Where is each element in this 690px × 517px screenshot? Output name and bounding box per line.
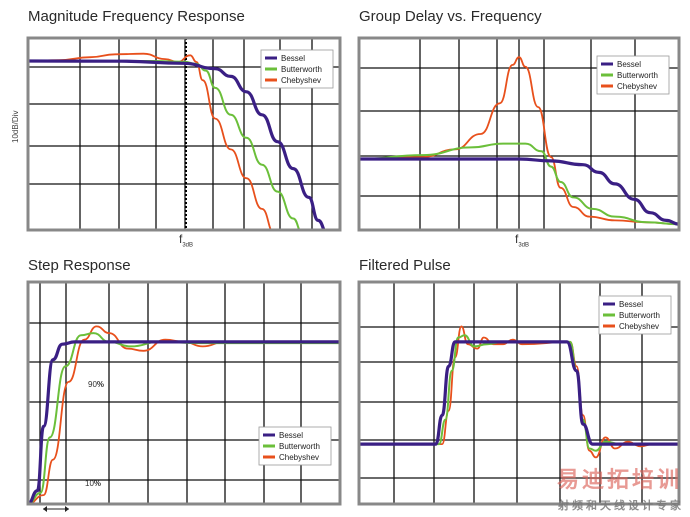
- series-butterworth-line: [359, 142, 679, 226]
- legend-label-chebyshev: Chebyshev: [281, 76, 321, 85]
- series-butterworth-line: [28, 60, 301, 230]
- plot-frame: [357, 36, 681, 232]
- f3db-sub: 3dB: [518, 242, 530, 249]
- series-bessel-line: [359, 157, 679, 226]
- watermark-logo-text: 易迪拓培训: [556, 467, 682, 492]
- plot-area: [28, 38, 340, 230]
- f3db-sub: 3dB: [182, 242, 194, 249]
- plot-frame: [26, 280, 342, 506]
- legend-label-butterworth: Butterworth: [617, 71, 658, 80]
- step-chart: Bessel Butterworth Chebyshev: [26, 280, 342, 506]
- legend-label-bessel: Bessel: [617, 60, 641, 69]
- group-delay-chart: Bessel Butterworth Chebyshev: [357, 36, 681, 232]
- f3db-label-magnitude: f3dB: [179, 232, 193, 248]
- series-group: [28, 52, 326, 230]
- legend-label-butterworth: Butterworth: [619, 311, 660, 320]
- y-axis-label: 10dB/Div: [11, 110, 20, 143]
- plot-area: [28, 282, 340, 504]
- group-delay-title: Group Delay vs. Frequency: [359, 8, 542, 25]
- level-90-value: 90: [88, 380, 97, 389]
- f3db-main: f: [515, 232, 519, 246]
- series-chebyshev-line: [28, 325, 340, 504]
- series-bessel-line: [28, 59, 326, 230]
- series-butterworth-line: [28, 332, 340, 504]
- f3db-main: f: [179, 232, 183, 246]
- series-chebyshev-line: [28, 52, 272, 230]
- f3db-label-group-delay: f3dB: [515, 232, 529, 248]
- percent-sign: %: [93, 479, 102, 488]
- legend-label-chebyshev: Chebyshev: [617, 82, 657, 91]
- legend-label-bessel: Bessel: [619, 300, 643, 309]
- legend-label-butterworth: Butterworth: [281, 65, 322, 74]
- legend: Bessel Butterworth Chebyshev: [598, 295, 672, 335]
- legend-box: [596, 55, 670, 95]
- series-bessel-line: [28, 340, 340, 504]
- series-group: [28, 325, 340, 504]
- level-10-label: 10%: [85, 479, 101, 488]
- series-bessel-line: [359, 340, 679, 446]
- series-group: [359, 56, 679, 226]
- level-10-value: 10: [85, 479, 94, 488]
- legend-label-butterworth: Butterworth: [279, 442, 320, 451]
- legend: Bessel Butterworth Chebyshev: [258, 426, 332, 466]
- legend-label-chebyshev: Chebyshev: [619, 322, 659, 331]
- step-title: Step Response: [28, 257, 131, 274]
- series-butterworth-line: [359, 334, 679, 452]
- plot-frame: [357, 280, 681, 506]
- magnitude-title: Magnitude Frequency Response: [28, 8, 245, 25]
- series-group: [359, 325, 679, 459]
- series-chebyshev-line: [359, 56, 679, 226]
- plot-frame: [26, 36, 342, 232]
- legend-label-bessel: Bessel: [279, 431, 303, 440]
- percent-sign: %: [96, 380, 105, 389]
- legend: Bessel Butterworth Chebyshev: [596, 55, 670, 95]
- watermark-subtitle: 射频和天线设计专家: [558, 500, 684, 512]
- legend-label-bessel: Bessel: [281, 54, 305, 63]
- magnitude-chart: Bessel Butterworth Chebyshev: [26, 36, 342, 232]
- legend-label-chebyshev: Chebyshev: [279, 453, 319, 462]
- rise-time-arrow-icon: [43, 506, 69, 512]
- level-90-label: 90%: [88, 380, 104, 389]
- pulse-chart: Bessel Butterworth Chebyshev: [357, 280, 681, 506]
- series-chebyshev-line: [359, 325, 679, 459]
- pulse-title: Filtered Pulse: [359, 257, 451, 274]
- legend: Bessel Butterworth Chebyshev: [260, 49, 334, 89]
